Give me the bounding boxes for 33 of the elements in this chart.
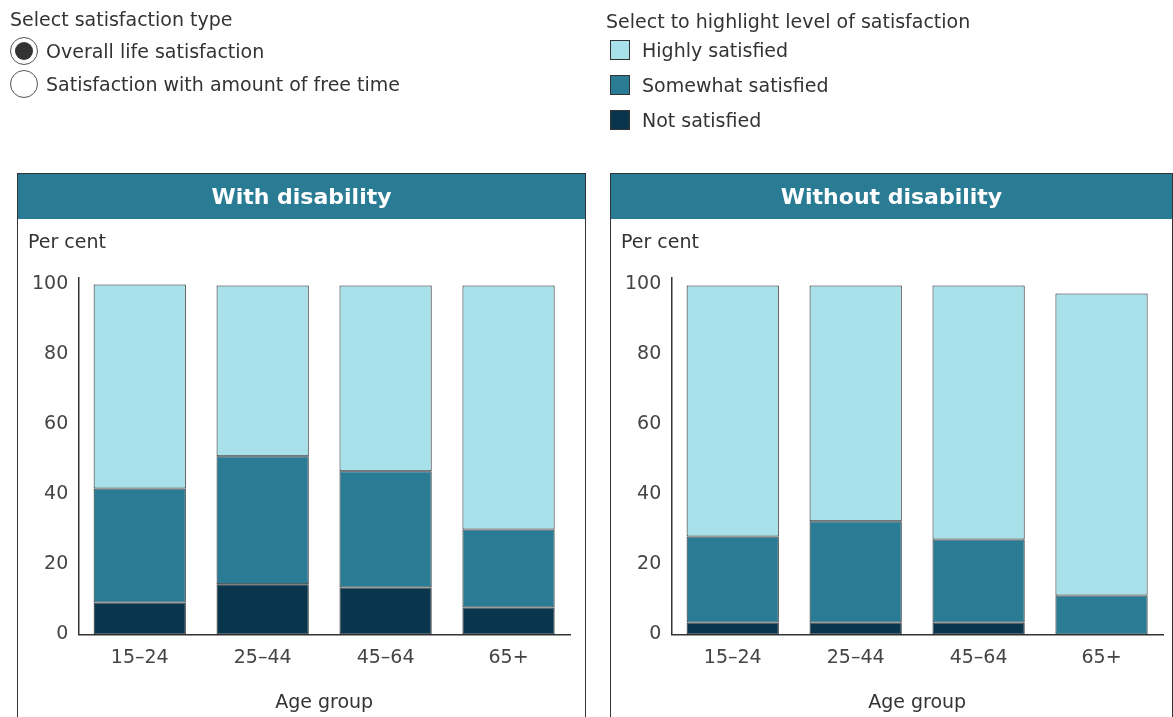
x-tick-label: 65+: [1081, 644, 1122, 667]
x-tick-label: 65+: [488, 644, 529, 667]
text: Select satisfaction type: [10, 8, 234, 30]
y-tick-label: 60: [44, 411, 69, 434]
y-tick-label: 20: [44, 551, 69, 574]
y-axis-title: Per cent: [28, 230, 106, 252]
y-tick-label: 40: [44, 481, 69, 504]
y-tick-label: 20: [637, 551, 662, 574]
chart-title: Without disability: [611, 174, 1172, 219]
text: Satisfaction with amount of free time: [46, 72, 401, 95]
x-tick-label: 45–64: [356, 644, 415, 667]
legend-label: Somewhat satisfied: [642, 73, 829, 96]
text: Overall life satisfaction: [46, 39, 265, 62]
y-tick-label: 80: [637, 341, 662, 364]
legend-label: Not satisfied: [642, 108, 762, 131]
x-tick-label: 15–24: [110, 644, 169, 667]
y-tick-label: 0: [649, 621, 662, 644]
x-tick-label: 25–44: [233, 644, 292, 667]
y-tick-label: 60: [637, 411, 662, 434]
y-tick-label: 100: [625, 271, 662, 294]
y-tick-label: 100: [32, 271, 69, 294]
x-tick-label: 25–44: [826, 644, 885, 667]
text: Highly satisfied: [642, 38, 789, 61]
y-axis-title: Per cent: [621, 230, 699, 252]
chart-title: With disability: [18, 174, 585, 219]
y-tick-label: 40: [637, 481, 662, 504]
x-axis-title: Age group: [275, 689, 374, 712]
x-tick-label: 45–64: [949, 644, 1008, 667]
x-tick-label: 15–24: [703, 644, 762, 667]
x-axis-title: Age group: [868, 689, 967, 712]
y-tick-label: 80: [44, 341, 69, 364]
y-tick-label: 0: [56, 621, 69, 644]
legend-title: Select to highlight level of satisfaction: [606, 10, 971, 32]
